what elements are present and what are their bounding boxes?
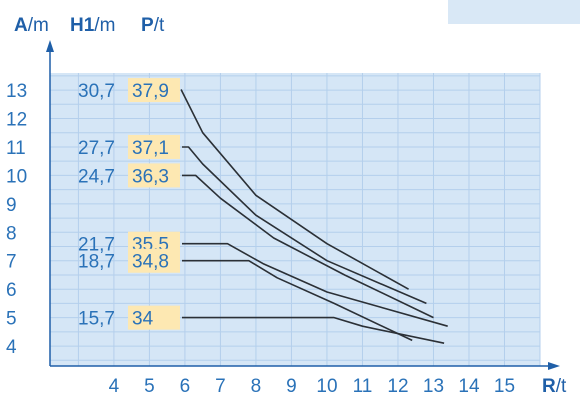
series-lines: 30,7 37,927,7 37,124,7 36,321,7 35,518,7 34,8… bbox=[78, 78, 448, 344]
chart-header: A/m H1/m P/t bbox=[14, 15, 165, 36]
p-value-label: 36,3 bbox=[132, 166, 169, 187]
h1-value-label: 15,7 bbox=[78, 309, 115, 330]
series-line bbox=[182, 242, 448, 327]
header-h1-label: H1/m bbox=[70, 15, 115, 36]
series-line bbox=[182, 259, 413, 342]
p-value-highlight bbox=[128, 134, 180, 159]
y-tick-label: 7 bbox=[6, 252, 17, 273]
x-tick-label: 5 bbox=[144, 376, 155, 397]
x-tick-label: 8 bbox=[251, 376, 262, 397]
y-tick-label: 5 bbox=[6, 309, 17, 330]
header-a-label: A/m bbox=[14, 15, 49, 36]
y-tick-label: 10 bbox=[6, 166, 27, 187]
x-tick-label: 7 bbox=[215, 376, 226, 397]
series-label-band: 24,7 36,3 bbox=[78, 163, 180, 188]
series-line bbox=[182, 174, 434, 319]
y-axis-arrow bbox=[46, 40, 54, 52]
h1-value-label: 27,7 bbox=[78, 138, 115, 159]
x-tick-label: 15 bbox=[494, 376, 515, 397]
x-tick-label: 13 bbox=[423, 376, 444, 397]
x-tick-label: 10 bbox=[316, 376, 337, 397]
h1-value-label: 24,7 bbox=[78, 166, 115, 187]
y-tick-label: 9 bbox=[6, 195, 17, 216]
p-value-label: 37,9 bbox=[132, 81, 169, 102]
x-tick-label: 14 bbox=[458, 376, 480, 397]
p-value-highlight bbox=[128, 163, 180, 188]
x-axis-label: R/t bbox=[542, 376, 567, 397]
p-value-highlight bbox=[128, 305, 180, 330]
p-value-label: 37,1 bbox=[132, 138, 169, 159]
h1-value-label: 18,7 bbox=[78, 252, 115, 273]
x-tick-label: 4 bbox=[109, 376, 120, 397]
p-value-highlight bbox=[128, 78, 180, 103]
h1-value-label: 30,7 bbox=[78, 81, 115, 102]
x-tick-label: 11 bbox=[353, 376, 373, 397]
series-label-band: 27,7 37,1 bbox=[78, 134, 180, 159]
p-value-label: 34 bbox=[132, 309, 154, 330]
y-tick-label: 11 bbox=[6, 138, 26, 159]
series-label-band: 15,7 34 bbox=[78, 305, 180, 330]
axes bbox=[46, 40, 560, 370]
series-line bbox=[182, 316, 445, 344]
plot-background bbox=[50, 73, 540, 366]
x-tick-labels: 4 5 6 7 8 9 10 11 12 13 14 15 bbox=[109, 376, 515, 397]
series-label-band: 30,7 37,9 bbox=[78, 78, 180, 103]
y-tick-label: 6 bbox=[6, 280, 17, 301]
y-tick-label: 12 bbox=[6, 110, 27, 131]
x-tick-label: 9 bbox=[286, 376, 297, 397]
p-value-label: 34,8 bbox=[132, 252, 169, 273]
x-tick-label: 12 bbox=[387, 376, 408, 397]
x-axis-arrow bbox=[548, 362, 560, 370]
y-tick-label: 8 bbox=[6, 223, 17, 244]
x-tick-label: 6 bbox=[180, 376, 191, 397]
header-p-label: P/t bbox=[141, 15, 165, 36]
y-tick-label: 4 bbox=[6, 337, 17, 358]
y-tick-label: 13 bbox=[6, 81, 27, 102]
series-label-band: 18,7 34,8 bbox=[78, 248, 180, 273]
corner-panel bbox=[448, 0, 580, 24]
series-line bbox=[180, 89, 409, 290]
y-tick-labels: 4 5 6 7 8 9 10 11 12 13 bbox=[6, 81, 27, 358]
h1-value-label: 21,7 bbox=[78, 235, 115, 256]
p-value-highlight bbox=[128, 248, 180, 273]
series-line bbox=[182, 146, 427, 305]
